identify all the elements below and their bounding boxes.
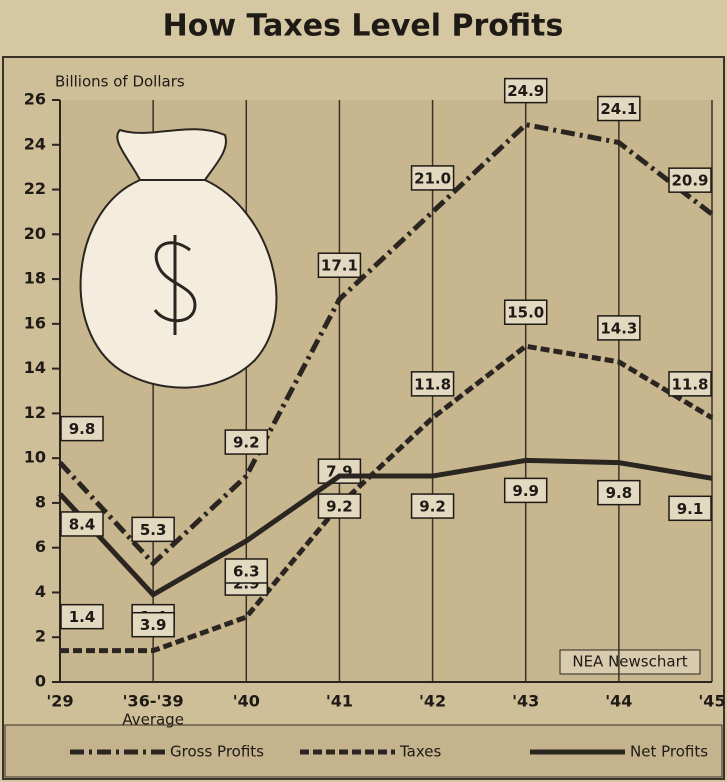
value-label: 14.3 (600, 319, 637, 337)
value-label: 6.3 (233, 562, 260, 580)
value-label: 1.4 (69, 608, 96, 626)
value-label: 9.1 (677, 500, 704, 518)
legend-label: Gross Profits (170, 743, 264, 761)
y-tick-label: 18 (24, 269, 46, 288)
y-tick-label: 6 (35, 537, 46, 556)
legend-label: Taxes (399, 743, 442, 761)
value-label: 24.1 (600, 100, 637, 118)
value-label: 24.9 (507, 82, 544, 100)
x-tick-label: '43 (512, 692, 539, 711)
value-label: 21.0 (414, 169, 451, 187)
x-note: Average (122, 711, 184, 729)
y-tick-label: 16 (24, 313, 46, 332)
value-label: 9.2 (419, 498, 446, 516)
x-tick-label: '29 (46, 692, 73, 711)
y-tick-label: 2 (35, 627, 46, 646)
y-tick-label: 22 (24, 179, 46, 198)
y-axis-label: Billions of Dollars (55, 73, 185, 91)
y-tick-label: 4 (35, 582, 46, 601)
y-tick-label: 10 (24, 448, 46, 467)
x-tick-label: '40 (233, 692, 260, 711)
chart: How Taxes Level Profits Billions of Doll… (0, 0, 727, 782)
x-tick-label: '41 (326, 692, 353, 711)
value-label: 15.0 (507, 304, 544, 322)
legend-label: Net Profits (630, 743, 708, 761)
x-tick-label: '42 (419, 692, 446, 711)
credit: NEA Newschart (572, 653, 687, 671)
value-label: 20.9 (671, 172, 708, 190)
x-tick-label: '45 (698, 692, 725, 711)
value-label: 9.8 (69, 420, 96, 438)
value-label: 9.9 (512, 482, 539, 500)
y-tick-label: 26 (24, 90, 46, 109)
y-tick-label: 12 (24, 403, 46, 422)
value-label: 9.2 (233, 434, 260, 452)
x-tick-label: '44 (605, 692, 632, 711)
value-label: 9.2 (326, 498, 353, 516)
value-label: 17.1 (321, 257, 358, 275)
value-label: 3.9 (140, 616, 167, 634)
value-label: 11.8 (414, 375, 451, 393)
value-label: 8.4 (69, 515, 96, 533)
value-label: 9.8 (606, 484, 633, 502)
x-tick-label: '36-'39 (123, 692, 184, 711)
chart-title: How Taxes Level Profits (163, 9, 564, 44)
y-tick-label: 20 (24, 224, 46, 243)
y-tick-label: 8 (35, 492, 46, 511)
value-label: 5.3 (140, 521, 167, 539)
y-tick-label: 14 (24, 358, 46, 377)
y-tick-label: 24 (24, 134, 46, 153)
value-label: 11.8 (671, 375, 708, 393)
y-tick-label: 0 (35, 672, 46, 691)
